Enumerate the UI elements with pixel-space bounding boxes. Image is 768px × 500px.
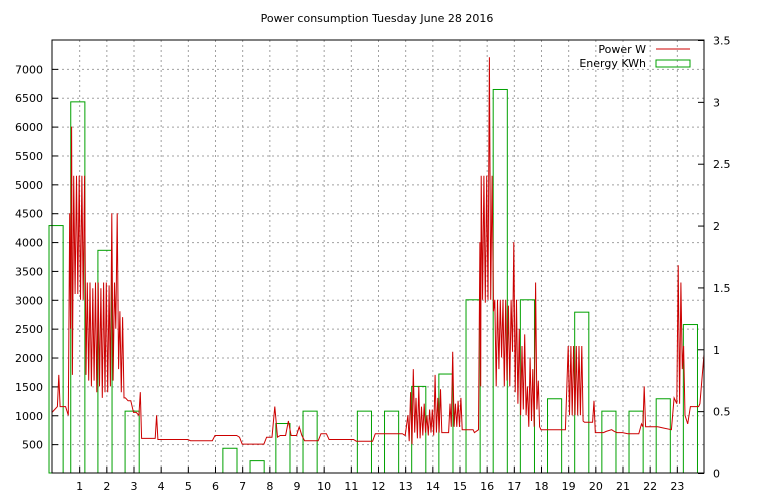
power-series [51,57,705,445]
y-left-tick-label: 5500 [15,150,43,163]
y-right-tick-label: 3 [713,96,720,109]
energy-bar [384,410,400,474]
y-left-tick-label: 2000 [15,352,43,365]
x-tick-label: 16 [480,480,494,493]
x-tick-label: 10 [317,480,331,493]
energy-bar [356,410,372,474]
x-tick-label: 11 [344,480,358,493]
power-line [51,57,705,445]
x-tick-label: 15 [453,480,467,493]
energy-bar [124,410,140,474]
x-tick-label: 9 [294,480,301,493]
x-tick-label: 20 [589,480,603,493]
y-right-tick-label: 1 [713,344,720,357]
y-left-tick-label: 6000 [15,121,43,134]
x-tick-label: 12 [372,480,386,493]
y-left-tick-label: 3500 [15,265,43,278]
x-tick-label: 6 [212,480,219,493]
x-tick-label: 19 [562,480,576,493]
legend-label-power: Power W [598,43,646,56]
y-right-axis-ticks: 0 0.5 1 1.5 2 2.5 3 3.5 [698,35,731,481]
x-tick-label: 5 [185,480,192,493]
legend-swatch-energy [655,59,691,68]
y-left-tick-label: 5000 [15,179,43,192]
energy-bar [249,460,265,474]
x-tick-label: 14 [426,480,440,493]
energy-bar [302,410,318,474]
y-left-tick-label: 1500 [15,381,43,394]
chart-title: Power consumption Tuesday June 28 2016 [261,12,494,25]
y-left-tick-label: 1000 [15,410,43,423]
x-tick-label: 22 [643,480,657,493]
energy-bar [275,423,291,474]
x-tick-label: 8 [266,480,273,493]
y-left-axis-ticks: 500 1000 1500 2000 2500 3000 3500 4000 4500 5000 5… [15,63,58,452]
y-left-tick-label: 6500 [15,92,43,105]
y-right-tick-label: 2 [713,220,720,233]
plot-frame [51,39,705,474]
y-left-tick-label: 500 [22,439,43,452]
legend: Power W Energy KWh [579,43,691,70]
x-tick-label: 17 [507,480,521,493]
energy-bar [601,410,617,474]
legend-label-energy: Energy KWh [579,57,646,70]
x-tick-label: 3 [131,480,138,493]
y-left-tick-label: 2500 [15,323,43,336]
y-left-tick-label: 7000 [15,63,43,76]
x-tick-label: 2 [103,480,110,493]
x-tick-label: 4 [158,480,165,493]
energy-bar [628,410,644,474]
y-right-tick-label: 1.5 [713,282,731,295]
x-axis-ticks: 1 2 3 4 5 6 7 8 9 10 11 12 13 14 15 16 17 18 19 20 21 22 23 [76,467,684,493]
energy-bar [682,324,698,474]
energy-bar [655,398,671,474]
y-right-tick-label: 2.5 [713,158,731,171]
x-tick-label: 13 [399,480,413,493]
y-right-tick-label: 0 [713,468,720,481]
energy-bar [547,398,563,474]
y-right-tick-label: 0.5 [713,406,731,419]
energy-bar [222,447,238,474]
energy-bar [48,225,64,474]
x-tick-label: 1 [76,480,83,493]
energy-bar [492,88,508,474]
y-left-tick-label: 3000 [15,294,43,307]
y-left-tick-label: 4000 [15,237,43,250]
grid-lines [52,40,704,473]
x-tick-label: 18 [535,480,549,493]
x-tick-label: 21 [616,480,630,493]
x-tick-label: 7 [239,480,246,493]
x-tick-label: 23 [670,480,684,493]
y-left-tick-label: 4500 [15,208,43,221]
y-right-tick-label: 3.5 [713,35,731,48]
